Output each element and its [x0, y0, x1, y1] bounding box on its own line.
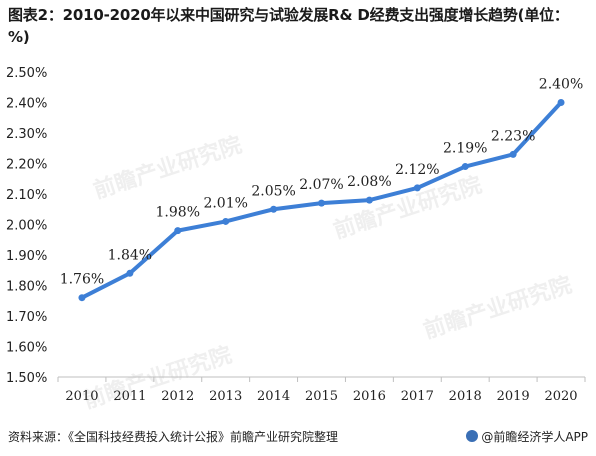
y-tick-label: 1.80%: [6, 280, 47, 295]
x-tick-label: 2015: [305, 389, 338, 404]
data-point: [174, 227, 182, 235]
data-label: 1.84%: [108, 247, 152, 263]
data-label: 1.76%: [60, 272, 104, 288]
source-note: 资料来源：《全国科技经费投入统计公报》前瞻产业研究院整理: [8, 430, 339, 444]
data-point: [413, 184, 421, 192]
y-tick-label: 2.20%: [6, 158, 47, 173]
y-tick-label: 1.90%: [6, 249, 47, 264]
footer: 资料来源：《全国科技经费投入统计公报》前瞻产业研究院整理 @前瞻经济学人APP: [8, 428, 588, 448]
brand-text: @前瞻经济学人APP: [481, 430, 588, 444]
y-tick-label: 1.50%: [6, 371, 47, 386]
x-tick-label: 2011: [113, 389, 146, 404]
data-point: [78, 294, 86, 302]
data-point: [222, 217, 230, 225]
x-tick-label: 2017: [401, 389, 434, 404]
chart-title: 图表2：2010-2020年以来中国研究与试验发展R& D经费支出强度增长趋势(…: [8, 6, 569, 46]
data-label: 2.23%: [491, 128, 535, 144]
data-label: 1.98%: [156, 205, 200, 221]
data-label: 2.12%: [395, 162, 439, 178]
data-point: [557, 99, 565, 106]
y-tick-label: 2.50%: [6, 66, 47, 81]
x-tick-label: 2010: [65, 389, 98, 404]
data-point: [318, 199, 325, 207]
x-tick-label: 2016: [353, 389, 386, 404]
data-label: 2.07%: [299, 177, 343, 193]
x-tick-label: 2018: [449, 389, 482, 404]
data-label: 2.40%: [539, 77, 583, 93]
x-tick-label: 2014: [257, 389, 290, 404]
data-point: [126, 269, 134, 277]
x-tick-label: 2012: [161, 389, 194, 404]
data-point: [509, 150, 517, 158]
brand-credit: @前瞻经济学人APP: [466, 428, 588, 445]
data-label: 2.01%: [203, 195, 247, 211]
data-label: 2.19%: [443, 141, 487, 157]
y-tick-label: 2.30%: [6, 127, 47, 142]
data-point: [461, 163, 469, 171]
data-label: 2.08%: [347, 174, 391, 190]
line-chart: 1.50% 1.60% 1.70% 1.80% 1.90% 2.00% 2.10% 2.20%…: [6, 66, 586, 404]
y-tick-label: 2.40%: [6, 97, 47, 112]
brand-logo-icon: [466, 430, 479, 442]
data-point: [365, 196, 373, 204]
x-tick-label: 2020: [544, 389, 577, 404]
x-tick-label: 2019: [497, 389, 530, 404]
y-tick-label: 1.60%: [6, 341, 47, 356]
y-tick-label: 2.10%: [6, 188, 47, 203]
x-tick-label: 2013: [209, 389, 242, 404]
y-tick-label: 1.70%: [6, 310, 47, 325]
data-label: 2.05%: [251, 183, 295, 199]
y-tick-label: 2.00%: [6, 219, 47, 234]
data-point: [270, 205, 278, 213]
